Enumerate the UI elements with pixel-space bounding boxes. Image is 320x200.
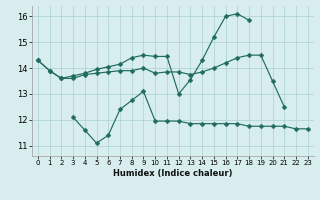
X-axis label: Humidex (Indice chaleur): Humidex (Indice chaleur) <box>113 169 233 178</box>
